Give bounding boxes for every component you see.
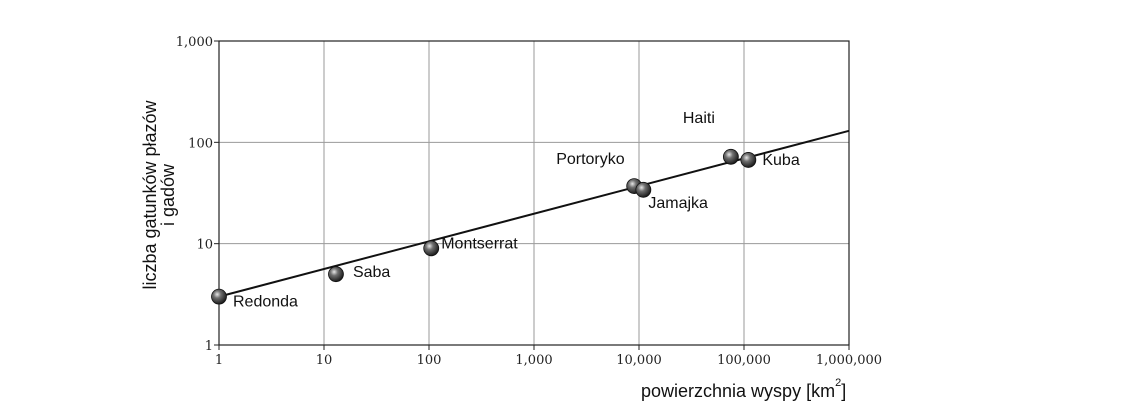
x-tick-label: 1,000 (515, 353, 552, 368)
x-axis-title-text: powierzchnia wyspy [km (641, 381, 835, 401)
point-label-redonda: Redonda (233, 294, 298, 311)
x-tick-label: 100,000 (717, 353, 771, 368)
data-points (211, 148, 757, 305)
data-point-jamajka (635, 181, 652, 198)
point-labels: Redonda Saba Montserrat Portoryko Jamajka Hai… (233, 110, 800, 311)
y-tick-label: 1,000 (176, 35, 213, 50)
y-axis-title: liczba gatunków płazów i gadów (140, 99, 178, 289)
point-label-montserrat: Montserrat (441, 235, 518, 252)
point-label-portoryko: Portoryko (556, 151, 625, 168)
point-label-kuba: Kuba (762, 152, 799, 169)
grid-lines (219, 41, 849, 345)
x-tick-label: 100 (417, 353, 442, 368)
y-tick-label: 100 (188, 136, 213, 151)
x-axis-title: powierzchnia wyspy [km2] (641, 377, 846, 401)
point-label-jamajka: Jamajka (648, 195, 708, 212)
point-label-saba: Saba (353, 264, 390, 281)
x-axis-title-suffix: ] (841, 381, 846, 401)
data-point-kuba (740, 152, 757, 168)
data-point-saba (328, 266, 344, 283)
y-axis-title-line-2: i gadów (158, 163, 178, 226)
tick-labels: 1 10 100 1,000 10,000 100,000 1,000,000 1 10 100 1… (176, 35, 882, 368)
x-tick-label: 1 (215, 353, 223, 368)
x-tick-label: 10,000 (616, 353, 662, 368)
x-tick-label: 1,000,000 (816, 353, 882, 368)
data-point-haiti (722, 148, 739, 165)
data-point-montserrat (423, 240, 440, 257)
x-axis-title-superscript: 2 (835, 377, 841, 389)
y-axis-title-line-1: liczba gatunków płazów (140, 99, 160, 289)
x-tick-label: 10 (316, 353, 333, 368)
point-label-haiti: Haiti (683, 110, 715, 127)
y-tick-label: 1 (205, 339, 213, 354)
data-point-redonda (211, 288, 227, 305)
y-tick-label: 10 (196, 238, 213, 253)
